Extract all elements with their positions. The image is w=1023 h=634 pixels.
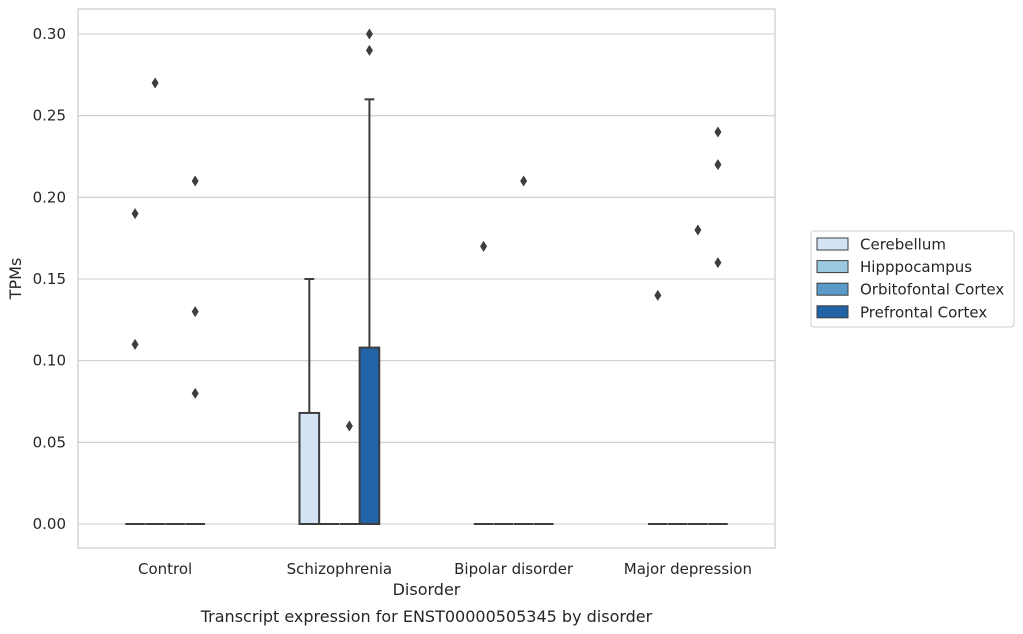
- y-axis-label: TPMs: [6, 258, 25, 301]
- legend-label: Cerebellum: [860, 236, 946, 254]
- y-tick-label: 0.05: [33, 433, 66, 451]
- legend-swatch: [816, 237, 849, 251]
- outlier-point: [480, 240, 488, 252]
- x-tick-label: Major depression: [624, 560, 752, 578]
- y-axis-ticks: 0.00 0.05 0.10 0.15 0.20 0.25 0.30: [33, 25, 66, 533]
- outlier-point: [714, 126, 722, 138]
- outlier-point: [714, 257, 722, 269]
- legend-swatch: [816, 260, 849, 274]
- y-tick-label: 0.00: [33, 515, 66, 533]
- legend-label: Prefrontal Cortex: [860, 303, 987, 321]
- x-tick-label: Bipolar disorder: [454, 560, 574, 578]
- outlier-point: [191, 306, 199, 318]
- box: [298, 411, 321, 525]
- y-tick-label: 0.10: [33, 352, 66, 370]
- legend: Cerebellum Hipppocampus Orbitofontal Corte…: [810, 230, 1015, 328]
- legend-label: Orbitofontal Cortex: [860, 281, 1004, 299]
- legend-label: Hipppocampus: [860, 258, 972, 276]
- outlier-point: [714, 159, 722, 171]
- outlier-point: [345, 420, 353, 432]
- x-axis-ticks: Control Schizophrenia Bipolar disorder Majo…: [138, 560, 752, 578]
- outlier-point: [520, 175, 528, 187]
- legend-swatch: [816, 305, 849, 319]
- legend-swatch: [816, 282, 849, 296]
- x-tick-label: Schizophrenia: [287, 560, 392, 578]
- chart-caption: Transcript expression for ENST0000050534…: [200, 607, 653, 626]
- outlier-point: [694, 224, 702, 236]
- outlier-point: [654, 289, 662, 301]
- plot-boxes: [125, 98, 728, 525]
- legend-frame: [810, 230, 1015, 328]
- outlier-point: [191, 387, 199, 399]
- y-tick-label: 0.15: [33, 270, 66, 288]
- outlier-point: [131, 338, 139, 350]
- outlier-point: [191, 175, 199, 187]
- y-tick-label: 0.25: [33, 107, 66, 125]
- y-tick-label: 0.30: [33, 25, 66, 43]
- x-tick-label: Control: [138, 560, 192, 578]
- plot-area-frame: [77, 8, 776, 549]
- x-axis-label: Disorder: [393, 580, 461, 599]
- outlier-point: [365, 28, 373, 40]
- y-tick-label: 0.20: [33, 188, 66, 206]
- plot-outliers: [131, 28, 722, 432]
- outlier-point: [151, 77, 159, 89]
- outlier-point: [131, 208, 139, 220]
- grid-lines: [78, 33, 775, 525]
- box: [358, 346, 381, 525]
- outlier-point: [365, 44, 373, 56]
